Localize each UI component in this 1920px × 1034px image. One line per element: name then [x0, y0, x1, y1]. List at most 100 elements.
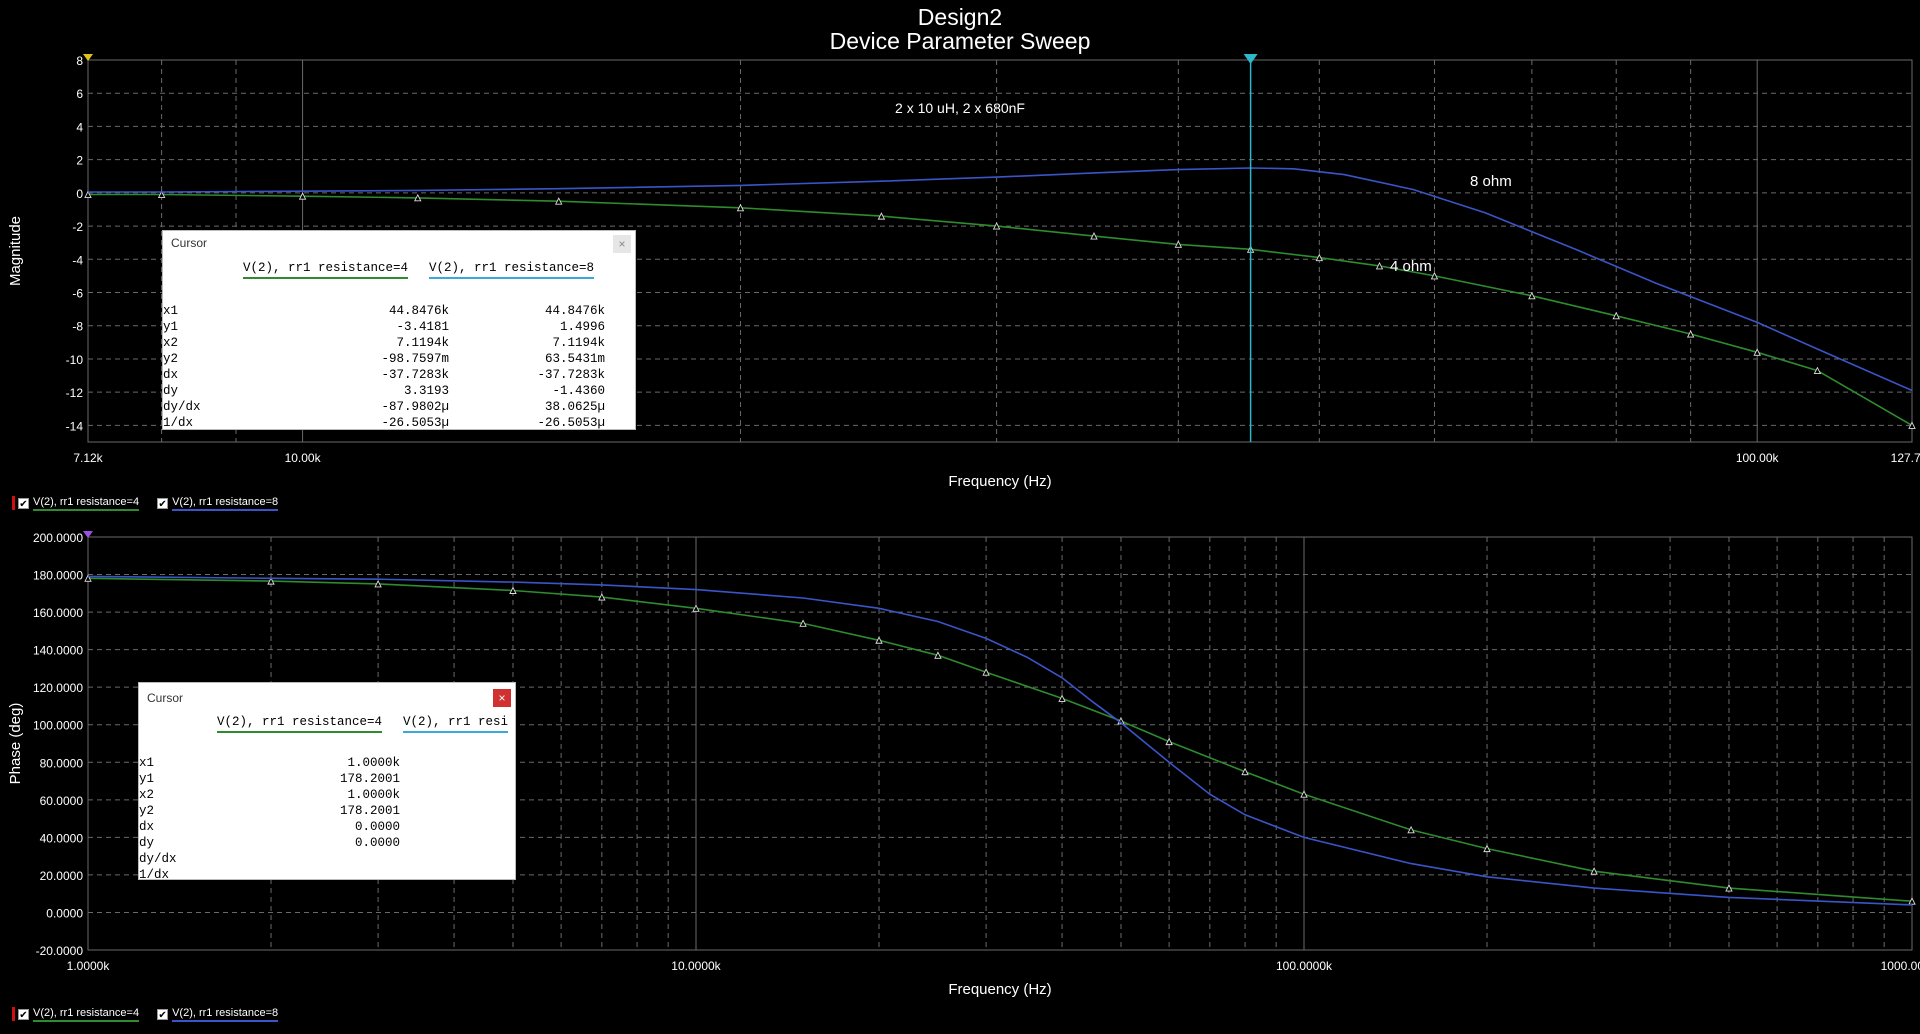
- legend-marker: [12, 1007, 15, 1021]
- cursor-panel-title: Cursor: [171, 236, 208, 250]
- x-tick-label: 1.0000k: [67, 959, 111, 973]
- data-point-marker: [1612, 311, 1620, 320]
- legend-bottom: ✔ V(2), rr1 resistance=4 ✔ V(2), rr1 res…: [12, 1005, 296, 1023]
- cursor-value: 1.0000k: [347, 756, 400, 770]
- y-tick-label: -10: [66, 353, 84, 367]
- x-tick-label: 10.0000k: [671, 959, 721, 973]
- close-icon[interactable]: ×: [493, 689, 511, 707]
- y-tick-label: 100.0000: [33, 719, 83, 733]
- data-point-marker: [692, 604, 700, 612]
- data-point-marker: [1174, 240, 1183, 248]
- checkbox-icon[interactable]: ✔: [18, 1008, 29, 1021]
- data-point-marker: [1813, 366, 1822, 375]
- x-tick-label: 10.00k: [285, 451, 322, 465]
- legend-label: V(2), rr1 resistance=8: [172, 1007, 279, 1022]
- cursor-row-label: dy: [163, 384, 179, 398]
- y-tick-label: 20.0000: [40, 869, 84, 883]
- legend-item-8ohm[interactable]: ✔ V(2), rr1 resistance=8: [157, 1007, 279, 1022]
- data-point-marker: [1300, 790, 1308, 798]
- cursor-row: y1 178.2001: [139, 771, 515, 787]
- cursor-row: x2 1.0000k: [139, 787, 515, 803]
- y-tick-label: 0: [76, 187, 83, 201]
- data-point-marker: [1058, 694, 1066, 702]
- x-tick-label: 127.77k: [1891, 451, 1920, 465]
- legend-item-4ohm[interactable]: ✔ V(2), rr1 resistance=4: [18, 496, 140, 511]
- cursor-row: x1 1.0000k: [139, 755, 515, 771]
- y-tick-label: -6: [72, 287, 83, 301]
- legend-marker: [12, 496, 15, 510]
- x-tick-label: 7.12k: [73, 451, 103, 465]
- magnitude-chart[interactable]: 8 6 4 2 0 -2 -4 -6 -8 -10 -12 -14 7.12k 10.00k 100.00k…: [0, 40, 1920, 490]
- y-tick-label: -4: [72, 253, 83, 267]
- y-axis-label: Magnitude: [7, 216, 24, 286]
- x-tick-label: 1000.0000k: [1881, 959, 1920, 973]
- legend-item-8ohm[interactable]: ✔ V(2), rr1 resistance=8: [157, 496, 279, 511]
- data-point-marker: [554, 197, 563, 205]
- x-axis-label: Frequency (Hz): [948, 473, 1051, 490]
- cursor-column-header: V(2), rr1 resistance=4: [243, 261, 409, 279]
- cursor-value: 1.4996: [559, 320, 605, 334]
- data-point-marker: [877, 212, 886, 220]
- cursor-column-header: V(2), rr1 resi: [403, 715, 509, 733]
- cursor-marker-icon: [83, 531, 93, 538]
- legend-item-4ohm[interactable]: ✔ V(2), rr1 resistance=4: [18, 1007, 140, 1022]
- cursor-row-label: y2: [163, 352, 179, 366]
- series-line-4ohm: [88, 193, 1913, 427]
- cursor-row: dx -37.7283k -37.7283k: [163, 367, 635, 383]
- cursor-value: 178.2001: [339, 772, 400, 786]
- y-tick-label: 160.0000: [33, 606, 83, 620]
- y-tick-label: -8: [72, 320, 83, 334]
- data-point-marker: [598, 593, 606, 601]
- annotation-4ohm: 4 ohm: [1390, 258, 1432, 275]
- close-icon[interactable]: ×: [613, 235, 631, 253]
- data-point-marker: [267, 577, 275, 585]
- checkbox-icon[interactable]: ✔: [157, 497, 169, 510]
- cursor-value: -3.4181: [396, 320, 449, 334]
- y-tick-label: -2: [72, 220, 83, 234]
- data-point-marker: [1528, 291, 1536, 300]
- cursor-value: 44.8476k: [388, 304, 449, 318]
- cursor-row-label: x2: [163, 336, 179, 350]
- data-point-marker: [414, 193, 422, 202]
- phase-chart[interactable]: 200.0000 180.0000 160.0000 140.0000 120.0000…: [0, 525, 1920, 1010]
- data-point-marker: [1241, 767, 1249, 776]
- cursor-row-label: dy/dx: [163, 400, 201, 414]
- checkbox-icon[interactable]: ✔: [18, 497, 29, 510]
- data-point-marker: [1483, 844, 1491, 853]
- y-tick-label: 2: [76, 154, 83, 168]
- legend-label: V(2), rr1 resistance=4: [33, 1007, 140, 1022]
- y-tick-label: 120.0000: [33, 681, 83, 695]
- cursor-value: 63.5431m: [544, 352, 605, 366]
- data-point-marker: [84, 190, 92, 198]
- legend-label: V(2), rr1 resistance=4: [33, 496, 140, 511]
- graph-title: Design2: [917, 4, 1003, 30]
- cursor-row: dy/dx: [139, 851, 515, 867]
- cursor-column-header: V(2), rr1 resistance=8: [429, 261, 595, 279]
- annotation-8ohm: 8 ohm: [1470, 173, 1512, 190]
- y-tick-label: 200.0000: [33, 531, 83, 545]
- data-point-marker: [875, 636, 883, 644]
- cursor-panel-magnitude[interactable]: Cursor × V(2), rr1 resistance=4 V(2), rr…: [162, 230, 636, 430]
- y-tick-label: 8: [76, 54, 83, 68]
- cursor-value: -98.7597m: [381, 352, 449, 366]
- cursor-value: 38.0625µ: [544, 400, 605, 414]
- data-point-marker: [84, 574, 92, 582]
- checkbox-icon[interactable]: ✔: [157, 1008, 169, 1021]
- cursor-value: -37.7283k: [537, 368, 605, 382]
- cursor-value: -37.7283k: [381, 368, 449, 382]
- cursor-row-label: y2: [139, 804, 155, 818]
- cursor-value: 0.0000: [354, 820, 400, 834]
- data-point-marker: [982, 668, 990, 676]
- cursor-value: 7.1194k: [552, 336, 605, 350]
- data-point-marker: [1430, 271, 1439, 280]
- cursor-row: y1 -3.4181 1.4996: [163, 319, 635, 335]
- cursor-value: -1.4360: [552, 384, 605, 398]
- x-axis-label: Frequency (Hz): [948, 981, 1051, 998]
- cursor-row: dy 3.3193 -1.4360: [163, 383, 635, 399]
- cursor-value: -87.9802µ: [381, 400, 449, 414]
- series-line-8ohm: [87, 575, 1913, 906]
- cursor-panel-phase[interactable]: Cursor × V(2), rr1 resistance=4 V(2), rr…: [138, 682, 516, 880]
- y-tick-label: 180.0000: [33, 569, 83, 583]
- cursor-row: dx 0.0000: [139, 819, 515, 835]
